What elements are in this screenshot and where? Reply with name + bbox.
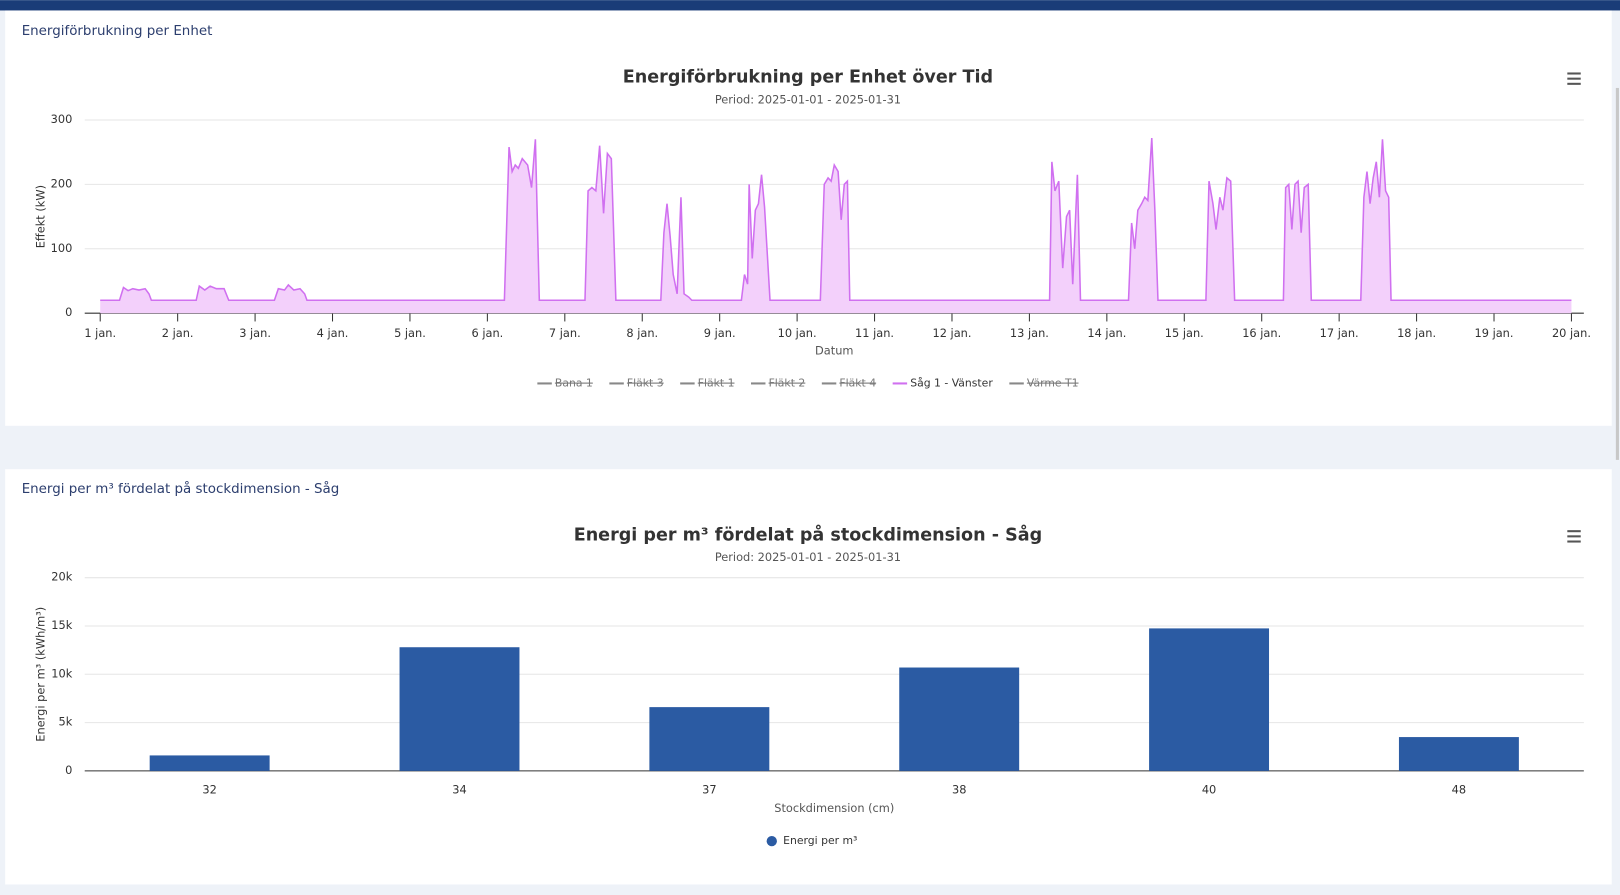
line — [100, 138, 1572, 302]
panel-title: Energiförbrukning per Enhet — [22, 24, 213, 39]
menu-icon[interactable] — [1567, 530, 1581, 543]
y-tick-label: 15k — [51, 618, 72, 632]
y-tick-label: 200 — [51, 176, 73, 190]
y-tick-label: 300 — [51, 112, 73, 126]
panel-title: Energi per m³ fördelat på stockdimension… — [22, 480, 340, 497]
legend-symbol — [766, 835, 777, 847]
panel — [5, 469, 1612, 885]
legend-label: Fläkt 3 — [627, 376, 664, 389]
x-tick-label: 13 jan. — [1010, 326, 1049, 340]
legend-label: Bana 1 — [555, 376, 593, 389]
legend: Bana 1 Fläkt 3 Fläkt 1 Fläkt 2 Fläkt 4 Såg 1 … — [537, 376, 1079, 389]
x-tick-label: 1 jan. — [84, 326, 116, 340]
legend-item[interactable]: Fläkt 1 — [680, 376, 734, 389]
x-tick-label: 18 jan. — [1397, 326, 1436, 340]
bar — [649, 707, 770, 771]
x-tick-label: 38 — [952, 783, 966, 797]
x-tick-label: 48 — [1452, 783, 1466, 797]
legend-item[interactable]: Energi per m³ — [766, 834, 858, 847]
x-tick-label: 12 jan. — [932, 326, 971, 340]
bar — [1149, 628, 1270, 771]
panel — [5, 10, 1612, 426]
x-tick-label: 9 jan. — [704, 326, 736, 340]
y-tick-label: 20k — [51, 570, 72, 584]
x-tick-label: 20 jan. — [1552, 326, 1591, 340]
x-tick-label: 15 jan. — [1165, 326, 1204, 340]
legend-item[interactable]: Fläkt 4 — [821, 376, 876, 389]
y-axis-title: Effekt (kW) — [33, 185, 47, 248]
legend-label: Fläkt 4 — [839, 376, 876, 389]
bar — [1398, 737, 1519, 771]
y-axis-title: Energi per m³ (kWh/m³) — [33, 607, 47, 742]
legend-label: Såg 1 - Vänster — [910, 376, 993, 389]
x-axis-title: Stockdimension (cm) — [774, 801, 894, 815]
legend-item[interactable]: Bana 1 — [537, 376, 593, 389]
legend-label: Fläkt 2 — [769, 376, 806, 389]
legend-label: Värme T1 — [1027, 376, 1079, 389]
chart-title: Energiförbrukning per Enhet över Tid — [623, 68, 993, 88]
bar — [149, 755, 270, 771]
scrollbar — [1615, 87, 1619, 460]
x-tick-label: 17 jan. — [1320, 326, 1359, 340]
x-tick-label: 4 jan. — [317, 326, 349, 340]
x-tick-label: 10 jan. — [778, 326, 817, 340]
x-tick-label: 16 jan. — [1242, 326, 1281, 340]
x-tick-label: 3 jan. — [239, 326, 271, 340]
legend-label: Fläkt 1 — [698, 376, 735, 389]
y-tick-label: 0 — [65, 305, 72, 319]
x-tick-label: 5 jan. — [394, 326, 426, 340]
chart-subtitle: Period: 2025-01-01 - 2025-01-31 — [715, 550, 901, 564]
x-tick-label: 8 jan. — [626, 326, 658, 340]
bar — [899, 667, 1020, 771]
menu-icon[interactable] — [1567, 72, 1581, 85]
legend-item[interactable]: Fläkt 3 — [609, 376, 664, 389]
x-tick-label: 14 jan. — [1087, 326, 1126, 340]
chart-subtitle: Period: 2025-01-01 - 2025-01-31 — [715, 92, 901, 106]
x-tick-label: 19 jan. — [1475, 326, 1514, 340]
y-tick-label: 10k — [51, 666, 72, 680]
chart-title: Energi per m³ fördelat på stockdimension… — [574, 523, 1042, 545]
bar — [399, 647, 520, 771]
x-tick-label: 37 — [702, 783, 716, 797]
x-tick-label: 6 jan. — [471, 326, 503, 340]
x-tick-label: 7 jan. — [549, 326, 581, 340]
area — [100, 138, 1572, 314]
top-bar — [0, 0, 1620, 11]
y-tick-label: 100 — [51, 241, 73, 255]
legend-item[interactable]: Såg 1 - Vänster — [892, 376, 994, 389]
x-tick-label: 2 jan. — [162, 326, 194, 340]
x-tick-label: 34 — [452, 783, 466, 797]
x-axis-title: Datum — [815, 343, 853, 357]
legend-label: Energi per m³ — [783, 834, 857, 847]
x-tick-label: 32 — [202, 783, 216, 797]
y-tick-label: 0 — [65, 763, 72, 777]
x-tick-label: 40 — [1202, 783, 1216, 797]
x-tick-label: 11 jan. — [855, 326, 894, 340]
legend-item[interactable]: Fläkt 2 — [751, 376, 805, 389]
legend-item[interactable]: Värme T1 — [1009, 376, 1079, 389]
y-tick-label: 5k — [59, 715, 73, 729]
